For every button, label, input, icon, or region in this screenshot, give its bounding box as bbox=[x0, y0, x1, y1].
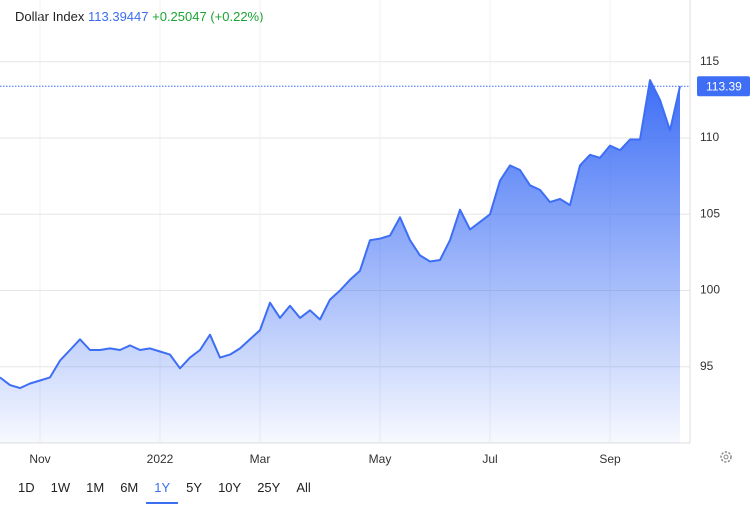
y-tick-label: 100 bbox=[700, 283, 720, 297]
last-price-label: 113.39 bbox=[706, 79, 742, 93]
settings-icon[interactable] bbox=[720, 451, 732, 463]
y-tick-label: 115 bbox=[700, 54, 719, 68]
title: Dollar Index bbox=[15, 9, 85, 24]
range-button[interactable]: 1D bbox=[18, 480, 35, 495]
price: 113.39447 bbox=[88, 9, 149, 24]
y-tick-label: 110 bbox=[700, 130, 719, 144]
x-tick-label: Sep bbox=[599, 452, 621, 466]
x-tick-label: Jul bbox=[482, 452, 497, 466]
change: +0.25047 (+0.22%) bbox=[152, 9, 264, 24]
y-tick-label: 95 bbox=[700, 359, 714, 373]
x-tick-label: Nov bbox=[29, 452, 50, 466]
line bbox=[0, 79, 681, 390]
x-tick-label: May bbox=[369, 452, 392, 466]
range-button[interactable]: 1M bbox=[86, 480, 105, 495]
x-tick-label: 2022 bbox=[147, 452, 174, 466]
range-button[interactable]: 1W bbox=[50, 480, 71, 495]
last-price-box bbox=[697, 76, 750, 97]
range-button[interactable]: All bbox=[296, 480, 311, 495]
range-button[interactable]: 5Y bbox=[186, 480, 203, 495]
range-button[interactable]: 1Y bbox=[146, 478, 179, 504]
range-button[interactable]: 10Y bbox=[218, 480, 242, 495]
range-selector: 1D 1W 1M 6M 1Y 5Y 10Y 25Y All bbox=[10, 478, 319, 504]
chart: 113.39 95 100 105 110 115 Nov 2022 Mar May Jul Sep bbox=[0, 0, 750, 466]
header: Dollar Index 113.39447 +0.25047 (+0.22%) bbox=[15, 9, 263, 24]
area-fill bbox=[0, 80, 680, 443]
range-button[interactable]: 25Y bbox=[257, 480, 281, 495]
x-tick-label: Mar bbox=[250, 452, 271, 466]
y-tick-label: 105 bbox=[700, 206, 720, 220]
range-button[interactable]: 6M bbox=[120, 480, 139, 495]
